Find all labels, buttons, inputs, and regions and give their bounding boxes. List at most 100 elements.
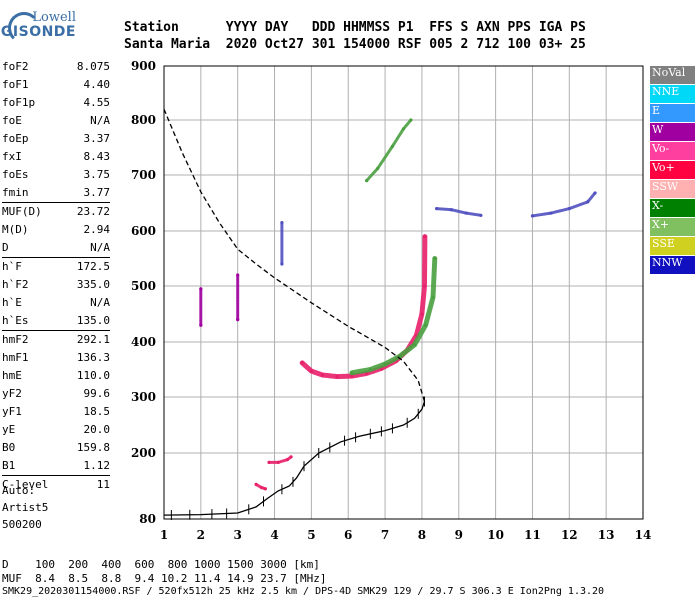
x-tick-label: 6 xyxy=(344,528,352,542)
header-row2: Santa Maria 2020 Oct27 301 154000 RSF 00… xyxy=(124,37,586,52)
param-value: 3.75 xyxy=(83,168,111,181)
trace-es-trace xyxy=(267,455,293,464)
param-label: yF1 xyxy=(2,405,22,418)
param-row: yE 20.0 xyxy=(2,421,110,439)
param-separator xyxy=(2,257,110,258)
trace-o-trace-vo-vo- xyxy=(299,234,428,380)
trace-point xyxy=(300,361,304,365)
trace-point xyxy=(464,211,468,215)
legend-item-x: X+ xyxy=(650,218,695,236)
auto-line3: 500200 xyxy=(2,518,42,531)
trace-point xyxy=(383,362,387,366)
param-row: M(D) 2.94 xyxy=(2,221,110,239)
param-value: 172.5 xyxy=(76,260,110,273)
trace-point xyxy=(420,312,424,316)
trace-point xyxy=(586,200,590,204)
trace-point xyxy=(479,213,483,217)
trace-point xyxy=(567,207,571,211)
param-value: 8.075 xyxy=(76,60,110,73)
x-tick-label: 9 xyxy=(455,528,463,542)
x-tick-label: 1 xyxy=(160,528,168,542)
param-row: hmF2 292.1 xyxy=(2,331,110,349)
param-label: M(D) xyxy=(2,223,29,236)
footer-row3: SMK29_2020301154000.RSF / 520fx512h 25 k… xyxy=(2,586,605,597)
param-label: foE xyxy=(2,114,22,127)
density-profile-dashed xyxy=(163,108,426,402)
x-tick-label: 10 xyxy=(487,528,504,542)
trace-point xyxy=(435,207,439,211)
param-label: hmF2 xyxy=(2,333,29,346)
parameter-panel: foF2 8.075 foF1 4.40 foF1p 4.55 foE N/A foEp 3.37… xyxy=(2,58,110,494)
param-label: h`E xyxy=(2,296,22,309)
trace-point xyxy=(276,460,280,464)
x-tick-label: 2 xyxy=(197,528,205,542)
trace-point xyxy=(236,273,240,277)
logo-arc-icon xyxy=(8,12,40,44)
legend-item-w: W xyxy=(650,123,695,141)
trace-x-trace-x-x- xyxy=(349,256,438,376)
trace-point xyxy=(390,144,395,148)
param-row: foEp 3.37 xyxy=(2,130,110,148)
param-value: 4.40 xyxy=(83,78,111,91)
param-label: fmin xyxy=(2,186,29,199)
param-label: D xyxy=(2,241,9,254)
trace-point xyxy=(449,208,453,212)
trace-oblique-f-far- xyxy=(531,191,597,218)
trace-point xyxy=(199,287,203,291)
legend-item-e: E xyxy=(650,104,695,122)
param-row: h`F2 335.0 xyxy=(2,276,110,294)
footer-row2: MUF 8.4 8.5 8.8 9.4 10.2 11.4 14.9 23.7 … xyxy=(2,572,327,585)
x-tick-label: 11 xyxy=(524,528,541,542)
param-value: 292.1 xyxy=(76,333,110,346)
param-label: yE xyxy=(2,423,16,436)
digisonde-logo: Lowell DIGISONDE xyxy=(0,10,78,44)
x-tick-label: 8 xyxy=(418,528,426,542)
trace-point xyxy=(433,256,437,261)
auto-line1: Auto: xyxy=(2,484,36,497)
param-value: 110.0 xyxy=(76,369,110,382)
y-tick-label: 600 xyxy=(131,224,156,238)
trace-point xyxy=(424,323,428,327)
y-tick-label: 900 xyxy=(131,59,156,73)
trace-point xyxy=(320,373,325,377)
trace-point xyxy=(254,482,258,486)
trace-point xyxy=(289,455,293,459)
param-value: 99.6 xyxy=(83,387,111,400)
param-value: N/A xyxy=(90,296,110,309)
trace-point xyxy=(267,460,271,464)
param-row: MUF(D) 23.72 xyxy=(2,203,110,221)
y-tick-label: 700 xyxy=(131,168,156,182)
legend-item-vo: Vo+ xyxy=(650,161,695,179)
trace-point xyxy=(199,323,203,327)
param-row: foF2 8.075 xyxy=(2,58,110,76)
param-row: B0 159.8 xyxy=(2,439,110,457)
legend-item-vo: Vo- xyxy=(650,142,695,160)
trace-point xyxy=(335,375,339,379)
trace-point xyxy=(549,211,553,215)
param-value: 18.5 xyxy=(83,405,111,418)
param-row: h`Es 135.0 xyxy=(2,312,110,330)
param-label: B1 xyxy=(2,459,16,472)
trace-point xyxy=(398,354,402,358)
param-label: MUF(D) xyxy=(2,205,42,218)
legend-item-nne: NNE xyxy=(650,85,695,103)
y-tick-label: 500 xyxy=(131,279,156,293)
param-row: foEs 3.75 xyxy=(2,166,110,184)
param-row: foF1p 4.55 xyxy=(2,94,110,112)
legend-item-ssw: SSW xyxy=(650,180,695,198)
trace-point xyxy=(593,191,597,195)
trace-point xyxy=(530,214,535,218)
y-tick-label: 80 xyxy=(139,512,156,526)
param-label: C-level xyxy=(2,478,49,491)
trace-point xyxy=(350,371,354,375)
plot-frame xyxy=(163,65,644,520)
param-row: hmF1 136.3 xyxy=(2,349,110,367)
param-separator xyxy=(2,330,110,331)
footer-row1: D 100 200 400 600 800 1000 1500 3000 [km… xyxy=(2,558,320,571)
param-value: N/A xyxy=(90,114,110,127)
trace-point xyxy=(365,179,369,183)
param-value: 11 xyxy=(96,478,110,491)
trace-point xyxy=(236,318,240,322)
param-label: foEs xyxy=(2,168,29,181)
